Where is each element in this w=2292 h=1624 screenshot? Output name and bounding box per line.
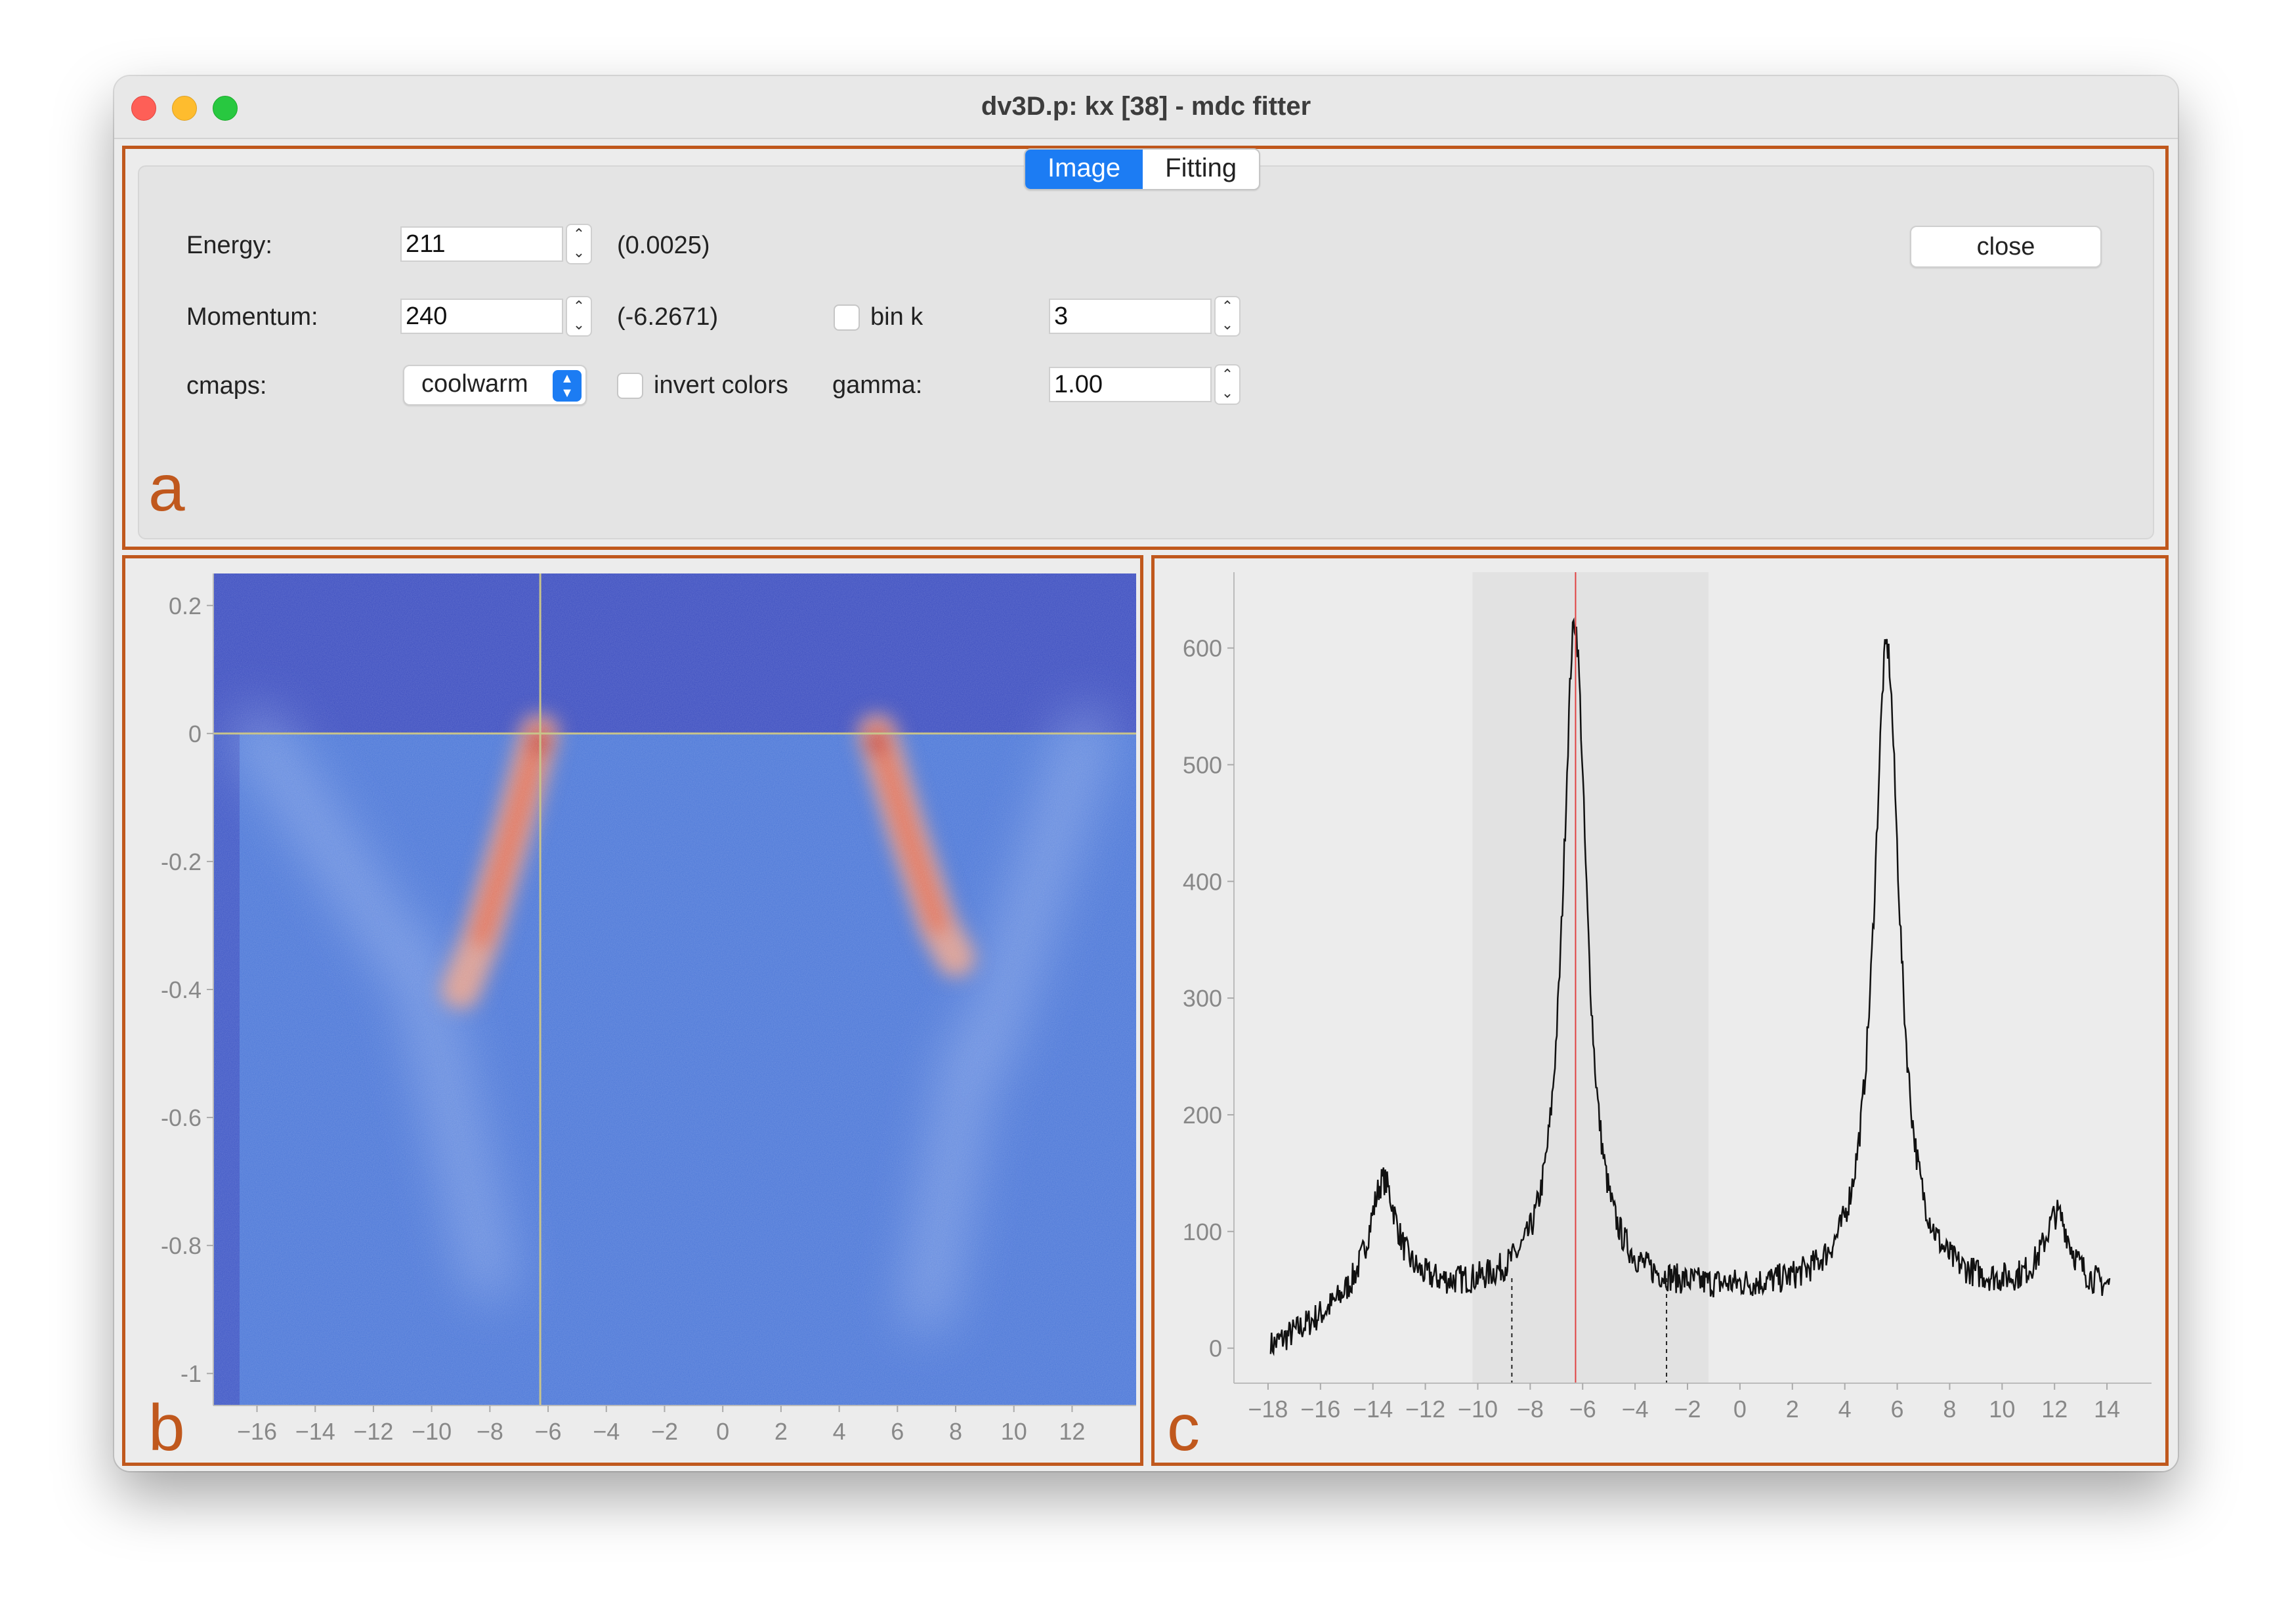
heatmap-x-tick-label: 6 [891,1418,904,1445]
chevron-up-icon[interactable]: ⌃ [1221,298,1234,314]
chevron-down-icon[interactable]: ⌄ [572,316,585,333]
mdc-curve [1269,617,2111,1356]
mdc-x-tick-label: −6 [1569,1396,1596,1423]
window-title: dv3D.p: kx [38] - mdc fitter [981,92,1311,121]
heatmap-y-tick-label: 0.2 [169,593,202,619]
image-settings-group [138,165,2154,539]
panel-label-c: c [1167,1391,1200,1465]
zoom-window-button[interactable] [213,96,238,121]
mdc-x-tick-label: −16 [1300,1396,1340,1423]
title-bar: dv3D.p: kx [38] - mdc fitter [114,76,2178,139]
heatmap-x-tick-label: −6 [535,1418,562,1445]
energy-input[interactable]: 211 [400,226,563,262]
chevron-up-icon[interactable]: ⌃ [1221,366,1234,383]
heatmap-x-tick-label: 8 [949,1418,962,1445]
mdc-x-tick-label: 10 [1989,1396,2015,1423]
heatmap-plot[interactable]: −16 −14 −12 −10 −8 −6 −4 −2 0 2 4 6 8 10 12 0.2 0 -0.2 -0.… [127,560,1138,1461]
heatmap-x-tick-label: −14 [295,1418,335,1445]
close-button[interactable]: close [1910,226,2102,268]
mdc-x-tick-label: 12 [2041,1396,2068,1423]
mdc-x-tick-label: 0 [1733,1396,1747,1423]
mdc-x-tick-label: −18 [1248,1396,1288,1423]
mdc-y-tick-label: 500 [1183,751,1222,778]
heatmap-x-tick-label: −12 [353,1418,393,1445]
heatmap-y-tick-label: -0.8 [161,1232,202,1259]
chevron-down-icon[interactable]: ⌄ [572,244,585,260]
mdc-x-tick-label: −8 [1517,1396,1544,1423]
bin-k-label: bin k [870,303,923,331]
heatmap-noise [213,573,1136,1405]
mdc-x-tick-label: −2 [1674,1396,1701,1423]
bin-k-checkbox[interactable] [834,304,860,331]
mode-tabs: Image Fitting [1024,148,1261,190]
heatmap-x-tick-label: 12 [1059,1418,1085,1445]
invert-colors-label: invert colors [654,371,788,399]
app-window: dv3D.p: kx [38] - mdc fitter Image Fitti… [114,76,2178,1471]
mdc-y-tick-label: 300 [1183,985,1222,1012]
mdc-plot[interactable]: −18 −16 −14 −12 −10 −8 −6 −4 −2 0 2 4 6 8 10 12 14 0 100 20… [1157,560,2163,1461]
momentum-stepper[interactable]: ⌃ ⌄ [566,296,592,337]
panel-label-b: b [148,1391,185,1465]
energy-stepper[interactable]: ⌃ ⌄ [566,224,592,264]
heatmap-x-tick-label: −8 [477,1418,503,1445]
mdc-x-tick-label: 8 [1943,1396,1956,1423]
mdc-x-tick-label: 4 [1838,1396,1852,1423]
heatmap-y-tick-label: -0.6 [161,1104,202,1131]
chevron-down-icon[interactable]: ⌄ [1221,385,1234,401]
panel-label-a: a [148,451,185,525]
heatmap-x-tick-label: −10 [412,1418,452,1445]
minimize-window-button[interactable] [172,96,197,121]
close-window-button[interactable] [131,96,156,121]
chevron-up-icon[interactable]: ⌃ [572,226,585,242]
gamma-label: gamma: [832,371,923,399]
heatmap-y-tick-label: 0 [188,720,202,747]
momentum-readout: (-6.2671) [617,303,719,331]
cmaps-label: cmaps: [186,372,267,400]
bin-k-stepper[interactable]: ⌃ ⌄ [1214,296,1241,337]
cmaps-select[interactable]: coolwarm ▲ ▼ [403,365,587,406]
heatmap-y-tick-label: -0.2 [161,848,202,875]
mdc-y-tick-label: 0 [1209,1335,1222,1362]
panel-b-frame [122,555,1143,1466]
chevron-updown-icon: ▲ ▼ [553,370,582,402]
heatmap-x-tick-label: 4 [833,1418,846,1445]
momentum-label: Momentum: [186,303,318,331]
mdc-y-tick-label: 100 [1183,1218,1222,1245]
heatmap-x-tick-label: −16 [237,1418,277,1445]
gamma-input[interactable]: 1.00 [1049,367,1212,402]
mdc-x-tick-label: −12 [1405,1396,1445,1423]
mdc-x-tick-label: −4 [1622,1396,1649,1423]
tab-fitting[interactable]: Fitting [1165,154,1237,182]
invert-colors-checkbox[interactable] [617,373,643,399]
momentum-input[interactable]: 240 [400,299,563,334]
heatmap-x-tick-label: 2 [775,1418,788,1445]
gamma-stepper[interactable]: ⌃ ⌄ [1214,364,1241,405]
tab-image[interactable]: Image [1025,150,1143,189]
heatmap-y-tick-label: -1 [180,1360,202,1387]
chevron-up-icon[interactable]: ⌃ [572,298,585,314]
mdc-y-tick-label: 200 [1183,1102,1222,1129]
mdc-x-tick-label: −14 [1353,1396,1393,1423]
heatmap-x-tick-label: −2 [651,1418,678,1445]
mdc-x-tick-label: 6 [1891,1396,1904,1423]
heatmap-y-tick-label: -0.4 [161,976,202,1003]
panel-c-frame [1151,555,2169,1466]
mdc-x-tick-label: 14 [2094,1396,2120,1423]
mdc-y-tick-label: 600 [1183,635,1222,662]
heatmap-x-tick-label: 10 [1001,1418,1027,1445]
mdc-y-tick-label: 400 [1183,868,1222,895]
mdc-x-tick-label: −10 [1458,1396,1498,1423]
heatmap-x-tick-label: 0 [716,1418,729,1445]
panel-a-frame [122,146,2169,550]
cmaps-select-value: coolwarm [421,370,528,398]
energy-label: Energy: [186,232,272,259]
mdc-x-tick-label: 2 [1786,1396,1799,1423]
chevron-down-icon[interactable]: ⌄ [1221,316,1234,333]
heatmap-x-tick-label: −4 [593,1418,620,1445]
energy-readout: (0.0025) [617,232,710,259]
bin-k-input[interactable]: 3 [1049,299,1212,334]
